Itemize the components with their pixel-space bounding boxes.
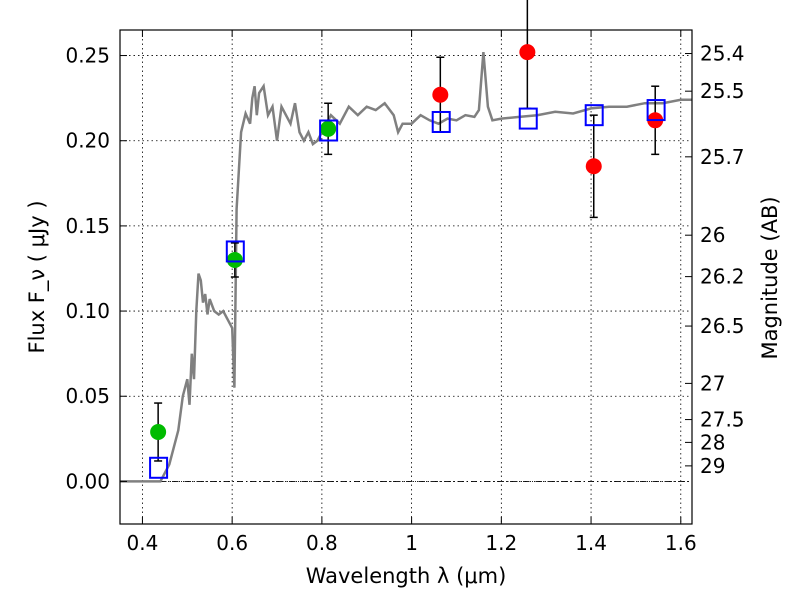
x-tick-label: 1.6	[665, 531, 697, 555]
y-axis-label: Flux F_ν ( μJy )	[25, 200, 50, 353]
y2-tick-label: 26.5	[700, 314, 745, 338]
green-data-point	[320, 120, 337, 137]
y2-tick-label: 26	[700, 223, 725, 247]
x-tick-label: 0.8	[306, 531, 338, 555]
model-spectrum-layer	[120, 51, 692, 483]
x-axis-label: Wavelength λ (μm)	[306, 564, 507, 588]
plot-frame	[119, 29, 693, 525]
y-ticks-layer: 0.00 0.05 0.10 0.15 0.20 0.25	[65, 44, 127, 493]
y-tick-label: 0.05	[65, 384, 110, 408]
x-tick-label: 0.4	[127, 531, 159, 555]
green-data-point	[226, 251, 243, 268]
x-tick-label: 1	[405, 531, 418, 555]
y2-tick-label: 25.4	[700, 42, 745, 66]
model-photometry-box	[225, 240, 245, 263]
x-tick-label: 1.2	[485, 531, 517, 555]
x-tick-label: 1.4	[575, 531, 607, 555]
red-data-point	[519, 44, 536, 61]
model-photometry-box	[646, 99, 666, 122]
y-tick-label: 0.15	[65, 214, 110, 238]
markers-layer	[149, 0, 666, 479]
model-photometry-box	[149, 456, 169, 479]
y2-tick-label: 27.5	[700, 408, 745, 432]
grid-layer	[120, 30, 692, 524]
y-tick-label: 0.25	[65, 44, 110, 68]
y2-tick-label: 28	[700, 430, 725, 454]
red-data-point	[432, 86, 449, 103]
y-tick-label: 0.10	[65, 299, 110, 323]
model-photometry-box	[518, 107, 538, 130]
model-photometry-box	[584, 104, 604, 127]
model-photometry-box	[431, 110, 451, 133]
y-tick-label: 0.20	[65, 129, 110, 153]
green-data-point	[150, 424, 167, 441]
y2-tick-label: 29	[700, 454, 725, 478]
y2-axis-label: Magnitude (AB)	[758, 196, 782, 359]
model-spectrum-line	[120, 51, 692, 483]
y2-tick-label: 27	[700, 371, 725, 395]
red-data-point	[585, 158, 602, 175]
x-tick-label: 0.6	[216, 531, 248, 555]
y2-tick-label: 25.5	[700, 79, 745, 103]
model-photometry-box	[319, 119, 339, 142]
y2-tick-label: 25.7	[700, 145, 745, 169]
x-ticks-layer: 0.4 0.6 0.8 1 1.2 1.4 1.6	[127, 30, 697, 555]
y-tick-label: 0.00	[65, 469, 110, 493]
y2-tick-label: 26.2	[700, 265, 745, 289]
